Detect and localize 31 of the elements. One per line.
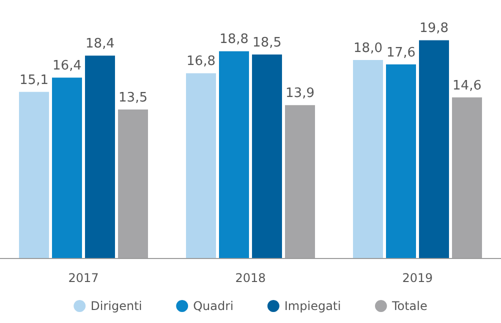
legend-label: Quadri [193,299,234,313]
data-label: 13,9 [286,86,314,102]
data-label: 16,8 [186,54,216,70]
data-label: 16,4 [52,58,82,74]
x-tick-label: 2019 [402,271,433,285]
bar [85,56,115,258]
legend-label: Dirigenti [90,299,142,313]
legend-label: Totale [390,299,428,313]
data-label: 18,8 [220,32,248,48]
x-tick-label: 2018 [235,271,266,285]
bar [285,105,315,258]
data-label: 15,1 [20,72,48,88]
bar [419,40,449,258]
data-label: 13,5 [118,90,148,106]
bar [118,110,148,258]
bar [252,54,282,258]
bar [186,73,216,258]
bar [353,60,383,258]
x-tick-label: 2017 [68,271,99,285]
bar [19,92,49,258]
bar [452,97,482,258]
bar [219,51,249,258]
data-label: 19,8 [420,21,448,36]
bar [386,64,416,258]
legend-label: Impiegati [284,299,341,313]
data-label: 14,6 [452,78,482,94]
data-label: 18,0 [354,41,382,56]
bar [52,78,82,258]
data-label: 18,4 [86,36,114,52]
data-label: 17,6 [386,45,416,60]
data-label: 18,5 [252,36,282,50]
